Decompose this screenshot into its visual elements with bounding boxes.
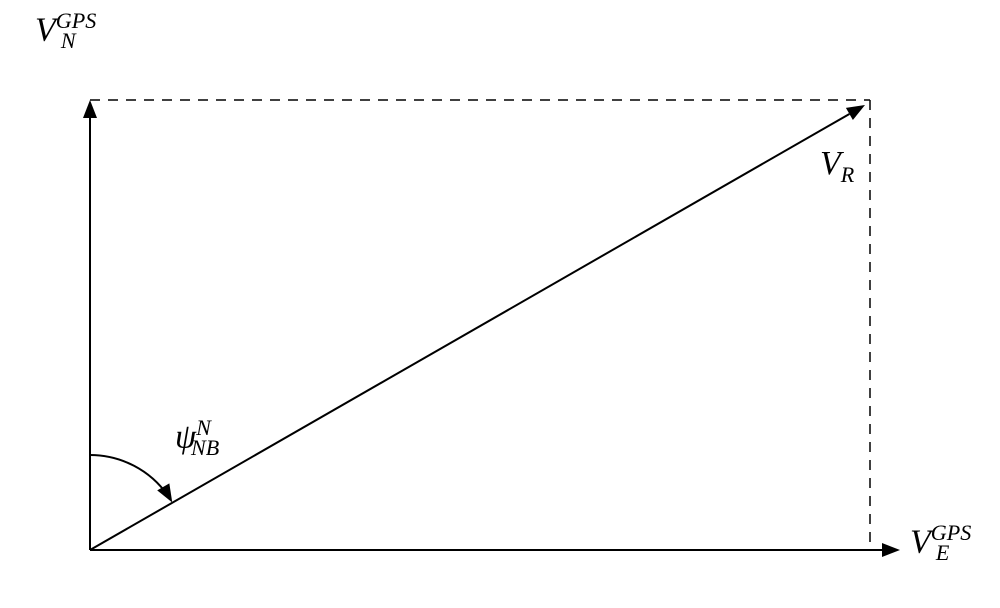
diagram-canvas: VGPSN VGPSE VR ψNNB xyxy=(0,0,1000,608)
x-axis-base: V xyxy=(910,523,931,560)
resultant-label: VR xyxy=(820,145,854,188)
resultant-sub: R xyxy=(841,162,855,187)
y-axis-base: V xyxy=(35,11,56,48)
angle-sub: NB xyxy=(191,435,219,460)
y-axis-sub: N xyxy=(61,28,76,53)
vector-diagram-svg xyxy=(0,0,1000,608)
y-axis-label: VGPSN xyxy=(35,8,76,54)
resultant-base: V xyxy=(820,145,841,182)
x-axis-label: VGPSE xyxy=(910,520,949,566)
angle-label: ψNNB xyxy=(175,415,219,461)
x-axis-sub: E xyxy=(936,540,950,565)
